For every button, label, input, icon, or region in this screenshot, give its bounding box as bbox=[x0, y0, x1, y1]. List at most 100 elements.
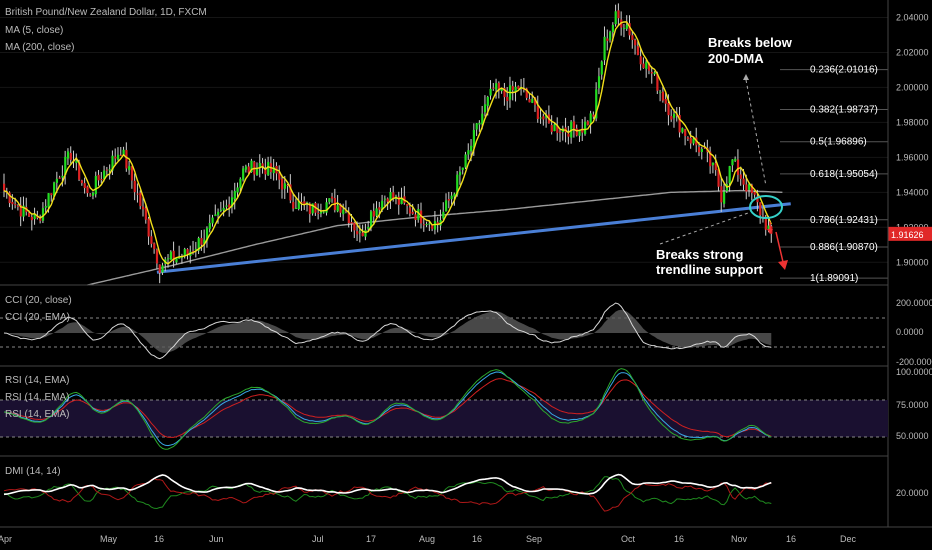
candle[interactable] bbox=[142, 206, 145, 210]
candle[interactable] bbox=[764, 217, 767, 230]
candle[interactable] bbox=[158, 264, 161, 273]
candle[interactable] bbox=[219, 209, 223, 211]
candle[interactable] bbox=[300, 202, 303, 204]
candle[interactable] bbox=[717, 168, 720, 187]
candle[interactable] bbox=[278, 173, 281, 180]
candle[interactable] bbox=[80, 180, 84, 184]
candle[interactable] bbox=[3, 183, 6, 191]
candle[interactable] bbox=[647, 62, 651, 71]
candle[interactable] bbox=[731, 159, 734, 166]
candle[interactable] bbox=[116, 154, 120, 160]
candle[interactable] bbox=[242, 168, 245, 180]
candle[interactable] bbox=[55, 178, 59, 183]
candle[interactable] bbox=[308, 203, 311, 215]
candle[interactable] bbox=[192, 250, 195, 252]
candle[interactable] bbox=[597, 76, 601, 89]
candle[interactable] bbox=[194, 248, 198, 251]
candle[interactable] bbox=[739, 174, 742, 179]
candle[interactable] bbox=[147, 218, 150, 237]
candle[interactable] bbox=[91, 192, 95, 196]
candle[interactable] bbox=[83, 183, 86, 189]
candle[interactable] bbox=[100, 178, 103, 180]
candle[interactable] bbox=[200, 238, 203, 245]
candle[interactable] bbox=[486, 96, 489, 106]
candle[interactable] bbox=[686, 137, 690, 139]
candle[interactable] bbox=[16, 205, 20, 207]
candle[interactable] bbox=[570, 121, 573, 138]
candle[interactable] bbox=[197, 238, 200, 251]
candle[interactable] bbox=[28, 212, 31, 217]
candle[interactable] bbox=[470, 145, 473, 152]
candle[interactable] bbox=[369, 211, 373, 229]
candle[interactable] bbox=[97, 174, 100, 181]
candle[interactable] bbox=[756, 196, 759, 203]
candle[interactable] bbox=[386, 198, 389, 202]
candle[interactable] bbox=[169, 251, 172, 260]
candle[interactable] bbox=[150, 236, 153, 244]
candle[interactable] bbox=[236, 187, 239, 193]
candle[interactable] bbox=[650, 71, 653, 74]
candle[interactable] bbox=[214, 214, 217, 217]
candle[interactable] bbox=[550, 125, 553, 132]
candle[interactable] bbox=[400, 197, 403, 204]
candle[interactable] bbox=[664, 98, 667, 104]
candle[interactable] bbox=[119, 154, 122, 156]
candle[interactable] bbox=[461, 167, 464, 171]
candle[interactable] bbox=[639, 56, 642, 65]
candle[interactable] bbox=[122, 149, 125, 156]
candle[interactable] bbox=[736, 159, 740, 175]
candle[interactable] bbox=[753, 191, 756, 195]
candle[interactable] bbox=[661, 91, 665, 101]
candle[interactable] bbox=[645, 61, 648, 69]
candle[interactable] bbox=[761, 215, 765, 217]
candle[interactable] bbox=[175, 257, 178, 263]
candle[interactable] bbox=[258, 163, 261, 168]
candle[interactable] bbox=[217, 211, 220, 216]
candle[interactable] bbox=[133, 180, 136, 193]
candle[interactable] bbox=[634, 40, 637, 46]
candle[interactable] bbox=[66, 151, 70, 159]
candle[interactable] bbox=[339, 204, 342, 213]
candle[interactable] bbox=[297, 200, 300, 209]
candle[interactable] bbox=[678, 115, 681, 133]
candle[interactable] bbox=[361, 232, 364, 237]
candle[interactable] bbox=[228, 204, 231, 208]
candle[interactable] bbox=[609, 32, 612, 41]
candle[interactable] bbox=[33, 214, 36, 220]
candle[interactable] bbox=[283, 183, 286, 189]
candle[interactable] bbox=[186, 249, 189, 255]
candle[interactable] bbox=[378, 207, 381, 210]
candle[interactable] bbox=[272, 167, 275, 174]
candle[interactable] bbox=[553, 124, 556, 132]
candle[interactable] bbox=[684, 129, 687, 137]
candle[interactable] bbox=[433, 221, 437, 230]
candle[interactable] bbox=[456, 174, 459, 195]
candle[interactable] bbox=[411, 211, 414, 214]
candle[interactable] bbox=[700, 148, 703, 153]
candle[interactable] bbox=[603, 36, 606, 61]
candle[interactable] bbox=[69, 152, 72, 160]
candle[interactable] bbox=[289, 184, 292, 201]
rsi-pane[interactable]: RSI (14, EMA) RSI (14, EMA) RSI (14, EMA… bbox=[0, 367, 932, 450]
candle[interactable] bbox=[44, 206, 47, 208]
candle[interactable] bbox=[467, 150, 470, 155]
candle[interactable] bbox=[514, 86, 517, 92]
candle[interactable] bbox=[445, 200, 448, 212]
candle[interactable] bbox=[136, 193, 139, 195]
candle[interactable] bbox=[233, 191, 236, 200]
candle[interactable] bbox=[481, 113, 484, 125]
candle[interactable] bbox=[559, 132, 562, 134]
candle[interactable] bbox=[267, 161, 270, 176]
candle[interactable] bbox=[222, 207, 225, 211]
candle[interactable] bbox=[322, 211, 325, 213]
candle[interactable] bbox=[128, 166, 131, 171]
candle[interactable] bbox=[383, 198, 387, 200]
candle[interactable] bbox=[495, 83, 498, 90]
candle[interactable] bbox=[659, 91, 662, 93]
candle[interactable] bbox=[408, 207, 412, 214]
candle[interactable] bbox=[392, 192, 395, 199]
candle[interactable] bbox=[11, 201, 14, 205]
candle[interactable] bbox=[528, 99, 531, 103]
candle[interactable] bbox=[506, 96, 509, 102]
